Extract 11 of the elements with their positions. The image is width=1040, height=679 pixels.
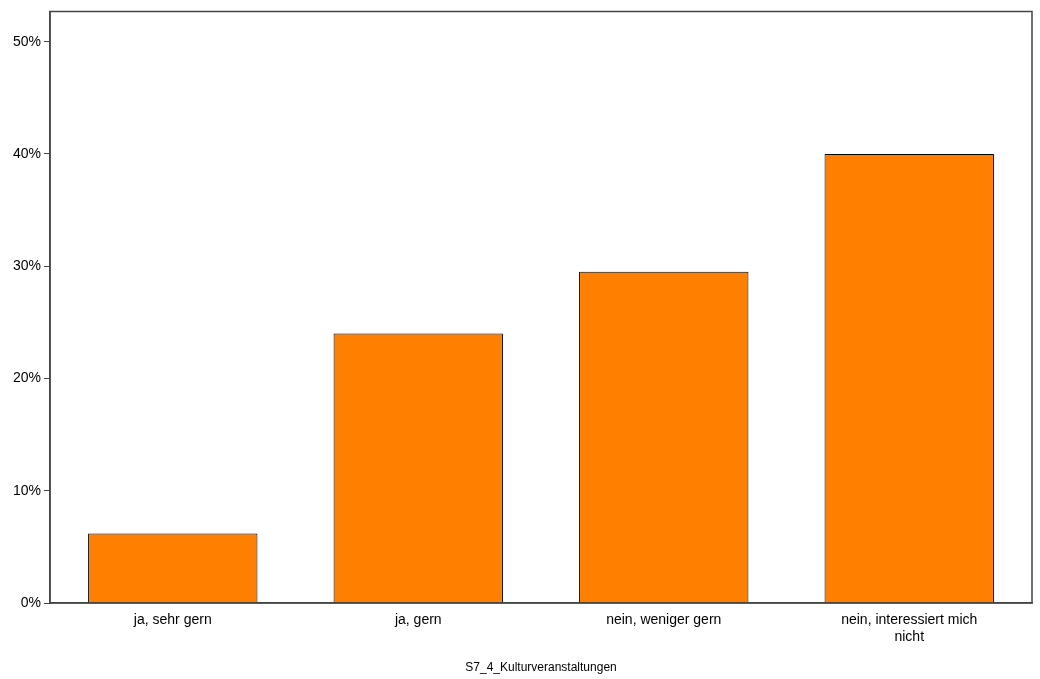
x-tick-label: nein, interessiert mich nicht [841,611,978,645]
y-tick-label: 40% [12,144,42,161]
x-tick-label: nein, weniger gern [606,611,722,628]
y-tick-label: 50% [12,32,42,49]
y-tick-label: 30% [12,257,42,274]
x-tick-label: ja, gern [393,611,442,628]
y-tick-label: 0% [20,593,42,610]
x-tick-label: ja, sehr gern [132,611,212,628]
y-tick-label: 20% [12,369,42,386]
x-axis-title: S7_4_Kulturveranstaltungen [465,660,617,675]
y-tick-label: 10% [12,481,42,498]
